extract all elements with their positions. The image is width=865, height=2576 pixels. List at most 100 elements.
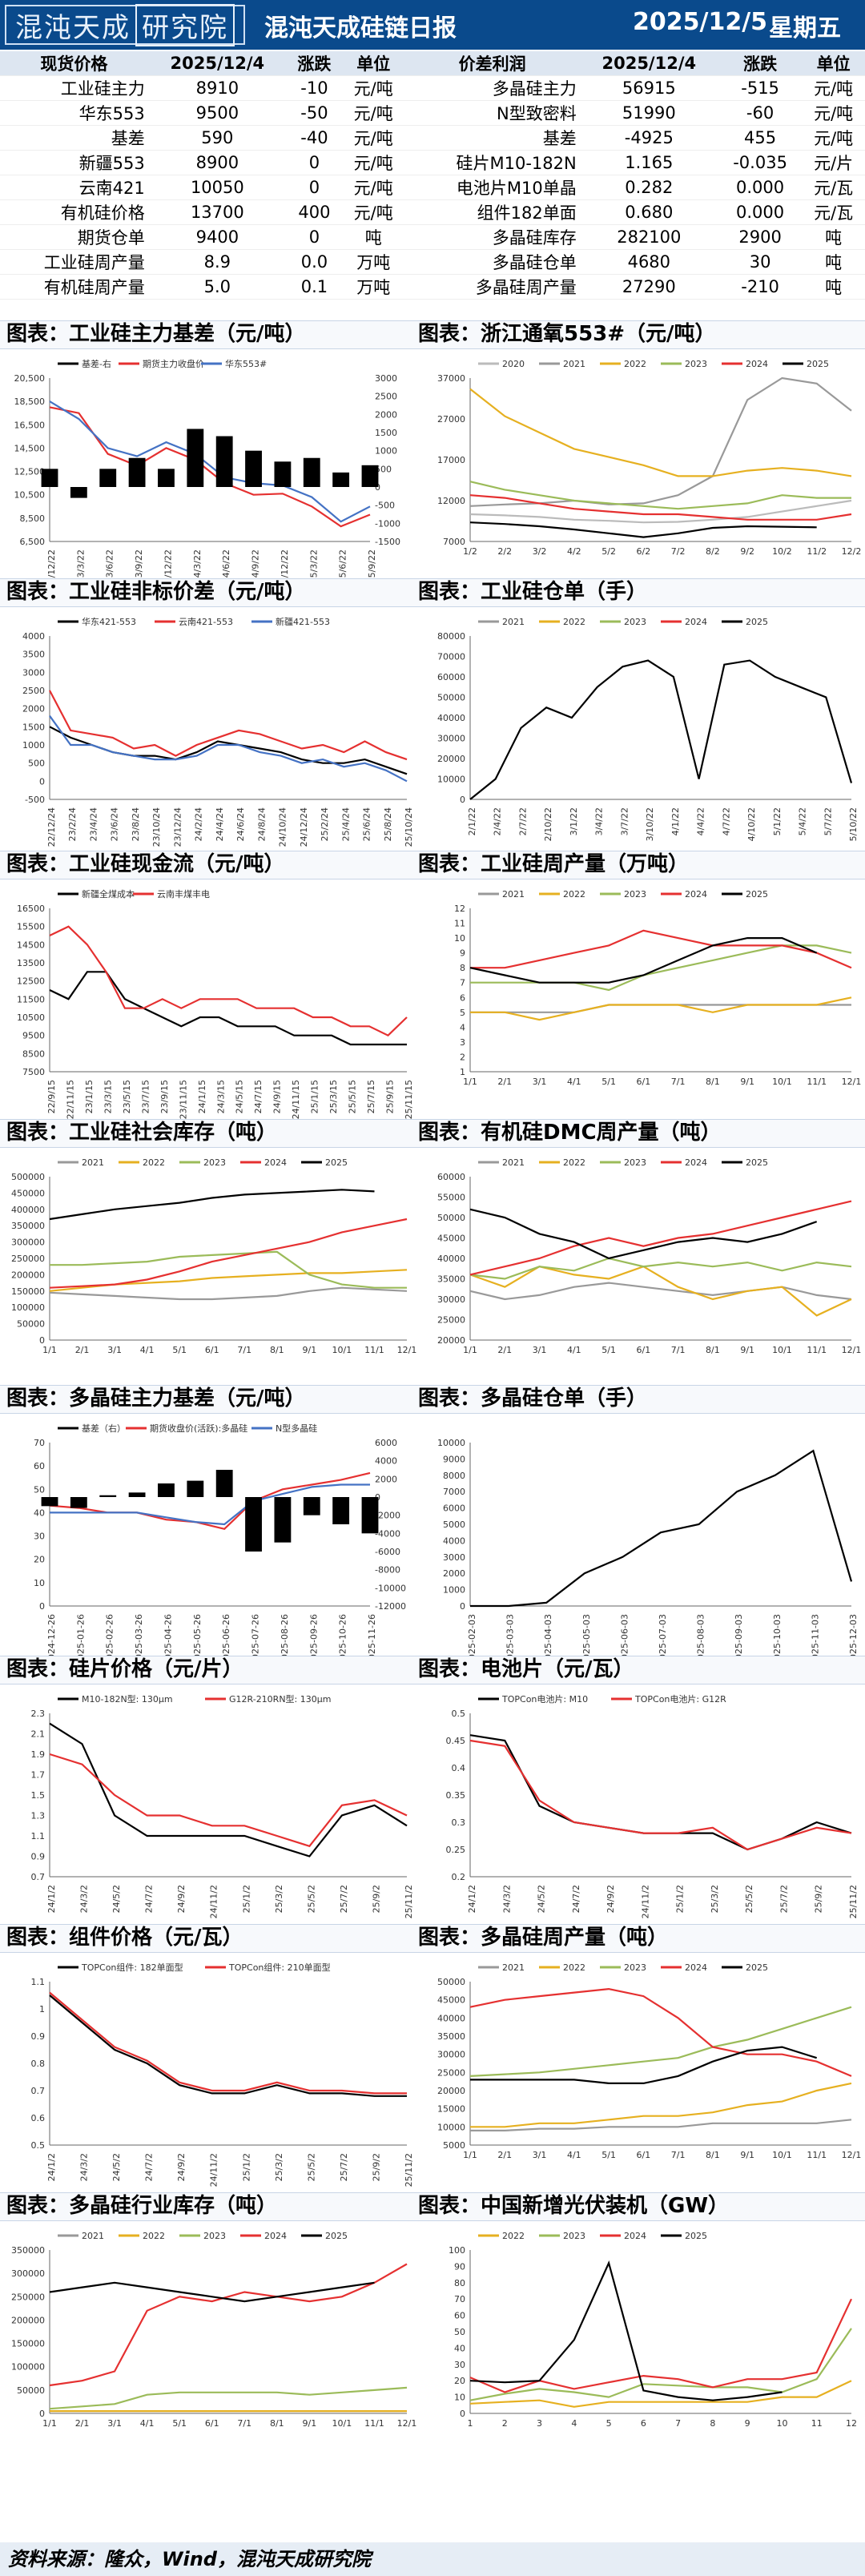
- table-cell: 9500: [147, 100, 287, 126]
- y-tick-label: 1500: [22, 722, 45, 732]
- series-line: [469, 659, 853, 800]
- y-tick-label: 30: [454, 2360, 465, 2370]
- series-line: [49, 1994, 407, 2097]
- y-tick-label: 40: [34, 1507, 45, 1518]
- table-row: 基差 590 -40 元/吨 基差 -4925 455 元/吨: [0, 125, 865, 151]
- y-tick-label: 0.35: [446, 1790, 466, 1801]
- x-tick-label: 25/3/22: [308, 549, 319, 583]
- y-tick-label: 50000: [437, 693, 465, 703]
- y-tick-label: 0.3: [452, 1817, 466, 1828]
- y-tick-label: 90: [454, 2261, 465, 2272]
- legend-label: 2022: [624, 359, 646, 369]
- table-cell: -40: [286, 125, 342, 151]
- x-tick-label: 24/10/24: [278, 807, 288, 847]
- x-tick-label: 24/3/2: [501, 1885, 512, 1913]
- table-cell: -0.035: [718, 150, 803, 175]
- y-tick-label: 10: [454, 933, 465, 944]
- x-tick-label: 6/1: [205, 1345, 219, 1355]
- y-tick-label: 30000: [437, 1294, 465, 1305]
- bar-mark: [303, 457, 320, 487]
- x-tick-label: 1/1: [42, 1345, 57, 1355]
- x-tick-label: 7/1: [671, 2150, 686, 2160]
- legend-label: 2024: [685, 1157, 707, 1168]
- section-title-left: 图表：工业硅现金流（元/吨）: [6, 852, 285, 876]
- y-tick-label: 60: [34, 1461, 45, 1471]
- y-tick-label: 6,500: [20, 537, 46, 547]
- legend-item: TOPCon电池片: M10: [478, 1694, 588, 1705]
- x-tick-label: 23/6/24: [110, 807, 120, 841]
- legend-item: 2025: [661, 2231, 707, 2241]
- series-line: [49, 1189, 375, 1221]
- y2-tick-label: -6000: [375, 1547, 400, 1557]
- x-tick-label: 8: [710, 2418, 715, 2429]
- y-tick-label: 50000: [437, 1977, 465, 1987]
- series-line: [49, 1722, 408, 1858]
- series-line: [469, 2380, 852, 2408]
- table-cell: 0.0: [286, 249, 342, 275]
- series-line: [470, 929, 852, 969]
- x-tick-label: 23/3/22: [75, 549, 86, 583]
- x-tick-label: 24/11/2: [209, 2153, 219, 2187]
- x-tick-label: 24/11/15: [291, 1080, 301, 1119]
- legend-item: 2024: [661, 1962, 707, 1973]
- chart-c14: 2021 2022 2023 2024 2025 50000 45000 40000 35000…: [437, 1962, 861, 2160]
- table-cell: -10: [286, 75, 342, 101]
- y-tick-label: 3000: [443, 1552, 465, 1563]
- x-tick-label: 3/1: [107, 2418, 122, 2429]
- chart-c2: 2020 2021 2022 2023 2024 2025 37000 27000 17000 1…: [437, 359, 861, 557]
- x-tick-label: 25/9/2: [371, 1885, 381, 1913]
- table-cell: 0.680: [579, 199, 718, 225]
- x-tick-label: 25/5/2: [306, 1885, 316, 1913]
- x-tick-label: 10/1: [332, 1345, 352, 1355]
- table-cell: 8.9: [147, 249, 287, 275]
- y-tick-label: 80000: [437, 631, 465, 642]
- y-tick-label: 14,500: [14, 443, 46, 453]
- legend-item: 期货收盘价(活跃):多晶硅: [126, 1423, 247, 1434]
- y-tick-label: 200000: [11, 1270, 45, 1280]
- section-title-bar: [0, 1385, 865, 1414]
- legend-label: 2021: [563, 359, 585, 369]
- legend-item: 华东553#: [201, 358, 267, 369]
- table-cell: 多晶硅主力: [404, 75, 580, 101]
- bar-mark: [128, 1492, 146, 1497]
- x-tick-label: 1/1: [463, 1077, 477, 1087]
- x-tick-label: 6/1: [637, 2150, 651, 2160]
- legend-label: 期货主力收盘价: [143, 358, 204, 369]
- section-title-right: 图表：多晶硅仓单（手）: [418, 1387, 648, 1411]
- bar-mark: [361, 465, 379, 487]
- section-title-right: 图表：有机硅DMC周产量（吨）: [418, 1121, 722, 1145]
- table-cell: 多晶硅库存: [404, 224, 580, 250]
- x-tick-label: 6/1: [637, 1077, 651, 1087]
- legend-item: 2021: [58, 2231, 104, 2241]
- table-header-cell: 2025/12/4: [579, 51, 718, 76]
- x-tick-label: 25/1/2: [241, 1885, 251, 1913]
- y-tick-label: 9: [460, 948, 465, 959]
- y-tick-label: 20,500: [14, 373, 46, 384]
- legend-label: 2024: [685, 889, 707, 900]
- x-tick-label: 2025-08-26: [280, 1614, 290, 1656]
- legend-item: 云南丰煤丰电: [133, 889, 210, 900]
- y-tick-label: 0.6: [31, 2113, 46, 2123]
- table-cell: 0.1: [286, 274, 342, 300]
- y2-tick-label: -1500: [375, 537, 400, 547]
- table-row: 有机硅价格 13700 400 元/吨 组件182单面 0.680 0.000 元/瓦: [0, 199, 865, 225]
- table-cell: 元/吨: [802, 75, 865, 101]
- header-bar: 混沌天成 研究院 混沌天成硅链日报 2025/12/5 星期五: [0, 0, 865, 50]
- y-tick-label: 7: [460, 978, 465, 988]
- series-line: [469, 1282, 852, 1301]
- x-tick-label: 9/1: [740, 1345, 754, 1355]
- x-tick-label: 24/8/24: [256, 807, 267, 841]
- y-tick-label: 12,500: [14, 467, 46, 477]
- y-tick-label: 0.5: [31, 2140, 46, 2151]
- x-tick-label: 25/3/2: [274, 1885, 284, 1913]
- legend-label: 华东421-553: [82, 616, 136, 627]
- legend-item: 2022: [119, 2231, 165, 2241]
- legend-label: 基差（右）: [82, 1423, 126, 1434]
- table-cell: 工业硅主力: [0, 75, 148, 101]
- x-tick-label: 25/4/24: [340, 807, 351, 841]
- legend-label: 2021: [502, 617, 525, 627]
- y-tick-label: 1.3: [31, 1811, 46, 1821]
- x-tick-label: 25/3/15: [328, 1080, 339, 1113]
- y-tick-label: 40000: [437, 1254, 465, 1264]
- chart-c1: 基差-右 期货主力收盘价 华东553# 20,500 18,500 16,500 14,50…: [14, 358, 400, 589]
